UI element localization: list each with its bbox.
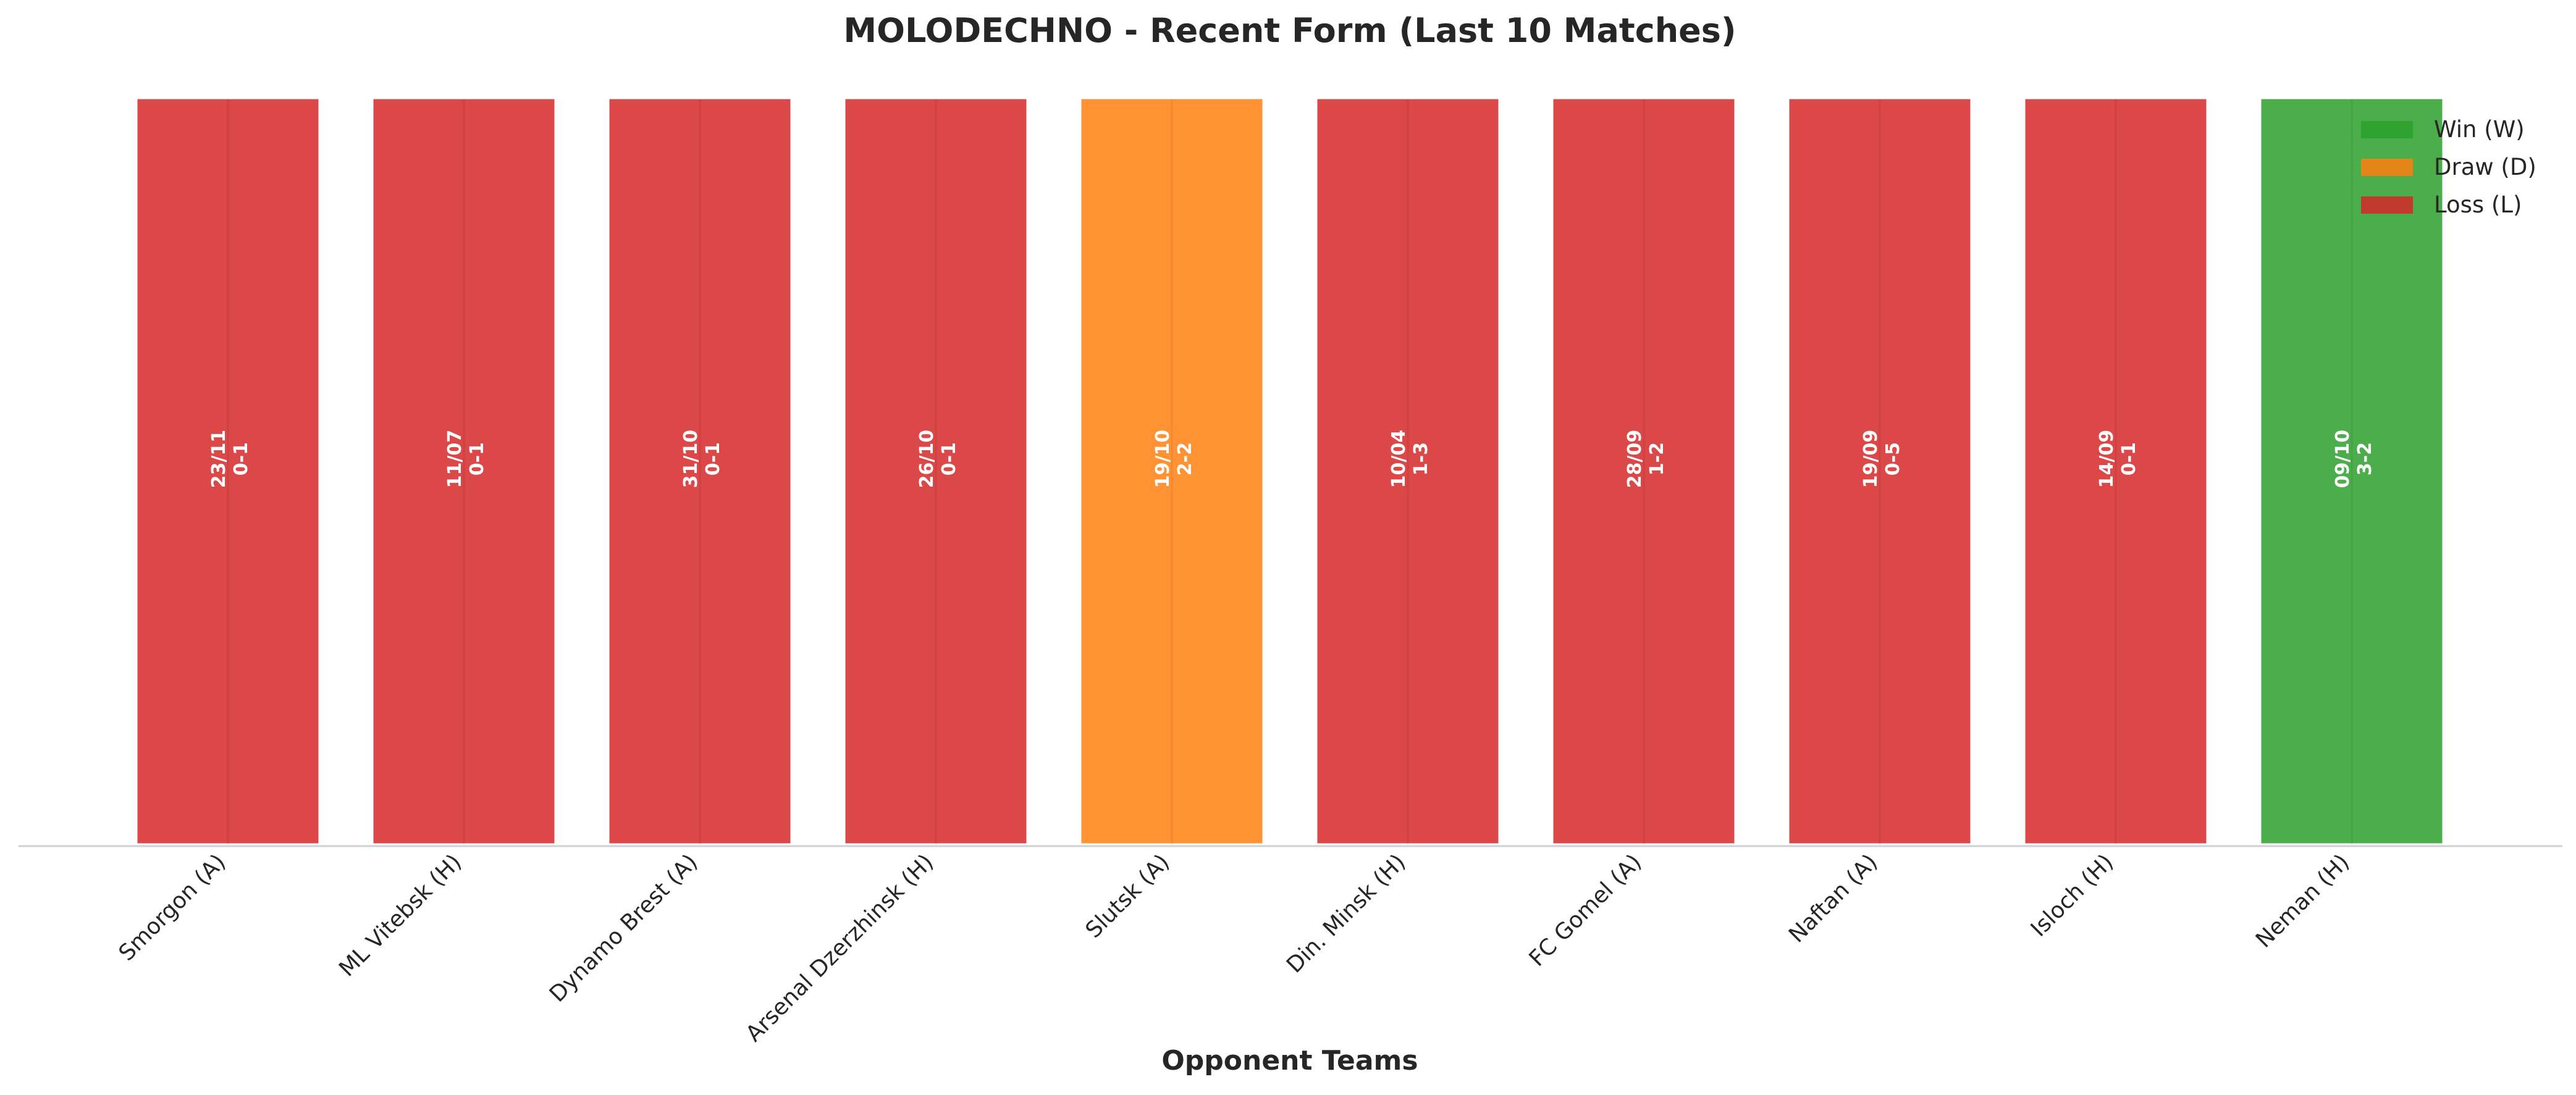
x-axis-label: Opponent Teams xyxy=(1161,1045,1418,1076)
bar-label-6: 28/091-2 xyxy=(1624,430,1668,488)
legend-label-l: Loss (L) xyxy=(2434,191,2522,218)
x-tick-label-5: Din. Minsk (H) xyxy=(1282,849,1410,978)
x-tick-label-4: Slutsk (A) xyxy=(1081,849,1175,943)
bar-score-4: 2-2 xyxy=(1174,442,1196,476)
x-tick-label-3: Arsenal Dzerzhinsk (H) xyxy=(741,849,939,1047)
bar-label-7: 19/090-5 xyxy=(1860,430,1904,488)
bar-score-6: 1-2 xyxy=(1646,442,1668,476)
chart-legend: Win (W) Draw (D) Loss (L) xyxy=(2361,116,2536,218)
bar-8 xyxy=(2022,96,2210,847)
bar-9 xyxy=(2258,96,2446,847)
bar-label-3: 26/100-1 xyxy=(916,430,960,488)
bar-label-1: 11/070-1 xyxy=(444,430,488,488)
bar-1 xyxy=(370,96,558,847)
legend-label-w: Win (W) xyxy=(2434,116,2525,143)
bar-label-9: 09/103-2 xyxy=(2332,430,2376,488)
legend-swatch-l xyxy=(2361,196,2413,214)
bar-date-8: 14/09 xyxy=(2096,430,2118,488)
x-tick-label-9: Neman (H) xyxy=(2251,849,2354,952)
bar-score-8: 0-1 xyxy=(2118,442,2140,476)
bar-label-8: 14/090-1 xyxy=(2096,430,2140,488)
x-tick-label-7: Naftan (A) xyxy=(1784,849,1882,947)
bar-date-7: 19/09 xyxy=(1860,430,1882,488)
bar-date-2: 31/10 xyxy=(680,430,702,488)
bar-7 xyxy=(1786,96,1974,847)
bar-2 xyxy=(606,96,794,847)
x-tick-label-8: Isloch (H) xyxy=(2026,849,2119,942)
bar-score-3: 0-1 xyxy=(938,442,960,476)
bar-5 xyxy=(1314,96,1502,847)
legend-label-d: Draw (D) xyxy=(2434,154,2536,180)
x-tick-label-0: Smorgon (A) xyxy=(114,849,231,966)
bar-score-5: 1-3 xyxy=(1410,442,1432,476)
x-tick-label-2: Dynamo Brest (A) xyxy=(545,849,702,1007)
legend-swatch-w xyxy=(2361,121,2413,138)
chart-title: MOLODECHNO - Recent Form (Last 10 Matche… xyxy=(843,11,1736,50)
bars-group xyxy=(134,96,2446,847)
bar-6 xyxy=(1550,96,1738,847)
bar-label-2: 31/100-1 xyxy=(680,430,724,488)
bar-date-0: 23/11 xyxy=(208,430,230,488)
bar-4 xyxy=(1078,96,1266,847)
bar-label-5: 10/041-3 xyxy=(1388,430,1432,488)
bar-date-5: 10/04 xyxy=(1388,430,1410,488)
bar-date-1: 11/07 xyxy=(444,430,466,488)
bar-0 xyxy=(134,96,322,847)
bar-score-9: 3-2 xyxy=(2354,442,2376,476)
bar-date-6: 28/09 xyxy=(1624,430,1646,488)
bar-3 xyxy=(842,96,1030,847)
x-tick-label-1: ML Vitebsk (H) xyxy=(334,849,466,981)
bar-score-0: 0-1 xyxy=(230,442,252,476)
bar-date-9: 09/10 xyxy=(2332,430,2354,488)
x-tick-labels: Smorgon (A) ML Vitebsk (H) Dynamo Brest (A… xyxy=(114,849,2355,1047)
legend-swatch-d xyxy=(2361,159,2413,176)
bar-label-4: 19/102-2 xyxy=(1152,430,1196,488)
x-tick-label-6: FC Gomel (A) xyxy=(1525,849,1647,971)
bar-score-1: 0-1 xyxy=(466,442,488,476)
bar-labels-group: 23/110-1 11/070-1 31/100-1 26/100-1 19/102-2… xyxy=(208,430,2376,488)
bar-date-4: 19/10 xyxy=(1152,430,1174,488)
bar-date-3: 26/10 xyxy=(916,430,938,488)
bar-score-2: 0-1 xyxy=(702,442,724,476)
bar-label-0: 23/110-1 xyxy=(208,430,252,488)
bar-score-7: 0-5 xyxy=(1882,442,1904,476)
